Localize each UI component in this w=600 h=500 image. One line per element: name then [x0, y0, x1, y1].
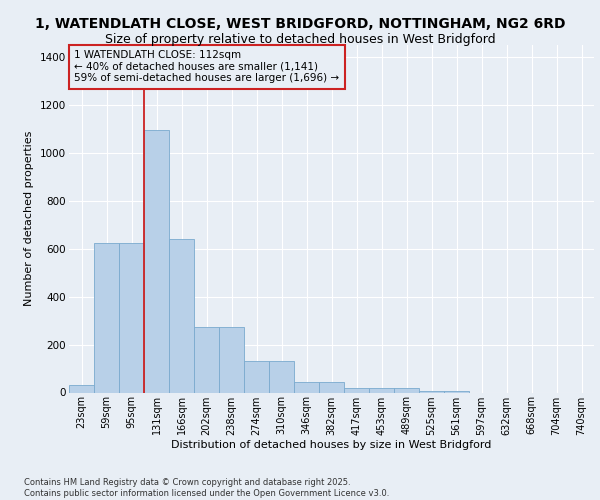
- Bar: [244, 362, 269, 392]
- Bar: [144, 130, 169, 392]
- Y-axis label: Number of detached properties: Number of detached properties: [25, 131, 34, 306]
- Bar: [94, 242, 119, 392]
- Bar: [369, 388, 394, 392]
- Bar: [219, 326, 244, 392]
- Text: Contains HM Land Registry data © Crown copyright and database right 2025.
Contai: Contains HM Land Registry data © Crown c…: [24, 478, 389, 498]
- Text: Size of property relative to detached houses in West Bridgford: Size of property relative to detached ho…: [104, 32, 496, 46]
- Bar: [294, 382, 319, 392]
- Bar: [69, 386, 94, 392]
- Bar: [169, 239, 194, 392]
- Bar: [394, 388, 419, 392]
- Bar: [194, 326, 219, 392]
- Text: 1 WATENDLATH CLOSE: 112sqm
← 40% of detached houses are smaller (1,141)
59% of s: 1 WATENDLATH CLOSE: 112sqm ← 40% of deta…: [74, 50, 340, 84]
- Text: 1, WATENDLATH CLOSE, WEST BRIDGFORD, NOTTINGHAM, NG2 6RD: 1, WATENDLATH CLOSE, WEST BRIDGFORD, NOT…: [35, 18, 565, 32]
- X-axis label: Distribution of detached houses by size in West Bridgford: Distribution of detached houses by size …: [172, 440, 491, 450]
- Bar: [269, 362, 294, 392]
- Bar: [319, 382, 344, 392]
- Bar: [344, 388, 369, 392]
- Bar: [119, 242, 144, 392]
